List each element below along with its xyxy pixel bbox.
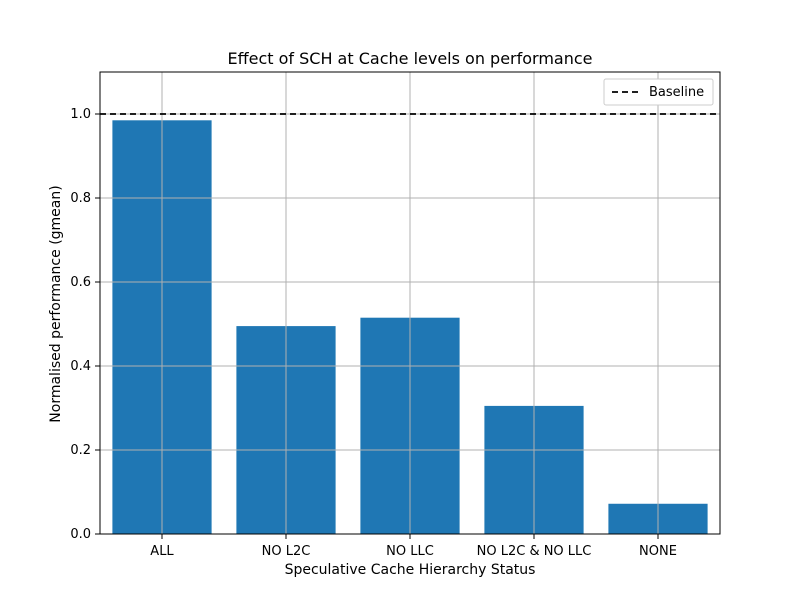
x-tick-label-4: NONE (639, 544, 677, 559)
legend-box (603, 78, 714, 106)
y-tick-label-5: 1.0 (70, 107, 91, 122)
axes (95, 71, 721, 539)
chart-title: Effect of SCH at Cache levels on perform… (227, 49, 592, 68)
x-tick-label-0: ALL (150, 544, 174, 559)
legend: Baseline (603, 78, 714, 106)
bar-series (100, 72, 720, 535)
tick-labels: 0.0 0.2 0.4 0.6 0.8 1.0 ALL NO L2C NO LLC NO L2C … (70, 107, 677, 559)
y-tick-label-0: 0.0 (70, 527, 91, 542)
x-tick-label-2: NO LLC (386, 544, 434, 559)
y-tick-label-4: 0.8 (70, 191, 91, 206)
x-tick-label-3: NO L2C & NO LLC (477, 544, 592, 559)
y-tick-label-3: 0.6 (70, 275, 91, 290)
x-tick-label-1: NO L2C (262, 544, 311, 559)
y-axis-label: Normalised performance (gmean) (48, 185, 64, 422)
x-axis-label: Speculative Cache Hierarchy Status (285, 562, 536, 578)
legend-baseline-label: Baseline (649, 85, 704, 100)
y-tick-label-2: 0.4 (70, 359, 91, 374)
y-tick-label-1: 0.2 (70, 443, 91, 458)
